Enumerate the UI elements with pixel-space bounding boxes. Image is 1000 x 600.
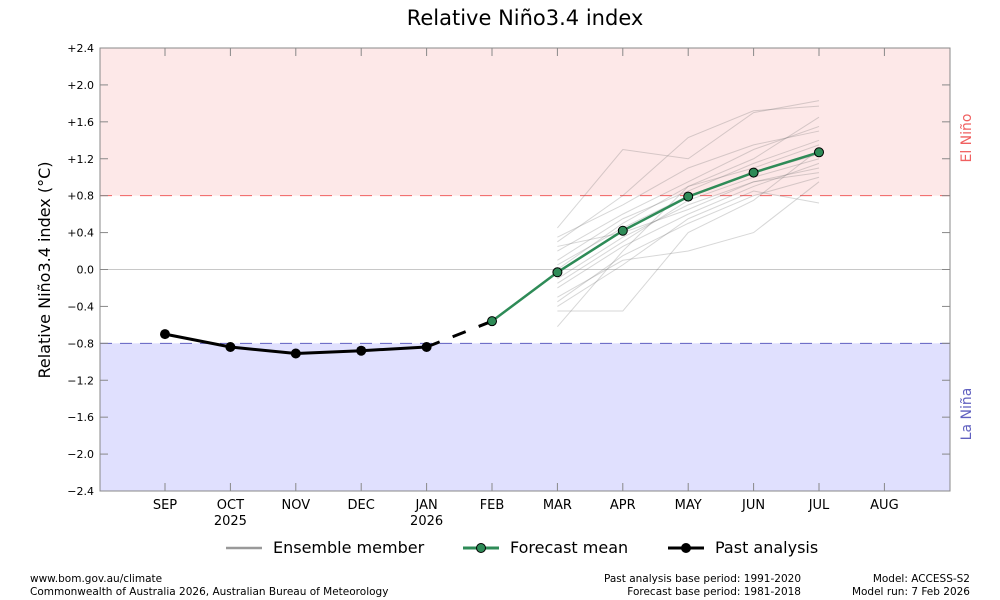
ensemble-member-line bbox=[557, 144, 820, 270]
past-analysis-point bbox=[225, 342, 236, 353]
forecast-mean-line bbox=[491, 151, 820, 323]
footer-url[interactable]: www.bom.gov.au/climate bbox=[30, 573, 163, 585]
y-tick-label: −1.6 bbox=[67, 411, 94, 424]
ensemble-member-line bbox=[557, 176, 820, 303]
x-tick-label: DEC bbox=[348, 498, 375, 513]
y-tick-label: +2.4 bbox=[67, 42, 94, 55]
y-axis-label: Relative Niño3.4 index (°C) bbox=[35, 162, 54, 379]
forecast-mean-point bbox=[748, 167, 759, 178]
legend-past-analysis-label: Past analysis bbox=[715, 538, 818, 557]
x-tick-label: FEB bbox=[480, 498, 505, 513]
footer-model-run: Model run: 7 Feb 2026 bbox=[851, 586, 970, 598]
y-tick-label: −2.0 bbox=[67, 448, 94, 461]
past-analysis-point bbox=[290, 348, 301, 359]
y-tick-label: −2.4 bbox=[67, 485, 94, 498]
footer-past-base: Past analysis base period: 1991-2020 bbox=[604, 573, 801, 585]
y-tick-label: +2.0 bbox=[67, 79, 94, 92]
chart-title: Relative Niño3.4 index bbox=[407, 6, 644, 30]
x-tick-label: JUL bbox=[808, 498, 830, 513]
ensemble-member-line bbox=[557, 125, 820, 252]
ensemble-member-line bbox=[557, 116, 820, 328]
la-nina-region bbox=[100, 343, 950, 491]
footer-model: Model: ACCESS-S2 Model run: 7 Feb 2026 bbox=[852, 573, 970, 599]
ensemble-member-line bbox=[557, 149, 820, 312]
x-tick-label: OCT bbox=[217, 498, 244, 513]
x-year-label: 2026 bbox=[410, 514, 443, 529]
past-forecast-connector bbox=[426, 319, 493, 349]
y-tick-label: +0.8 bbox=[67, 190, 94, 203]
legend-forecast-mean-marker bbox=[476, 543, 486, 553]
y-tick-label: −0.4 bbox=[67, 300, 94, 313]
legend-past-analysis-marker bbox=[681, 543, 691, 553]
x-tick-label: NOV bbox=[281, 498, 310, 513]
forecast-mean-point bbox=[814, 147, 824, 158]
el-nino-label: El Niño bbox=[959, 114, 975, 163]
past-analysis-point bbox=[421, 342, 432, 353]
x-tick-label: MAY bbox=[675, 498, 702, 513]
ensemble-member-line bbox=[557, 181, 820, 298]
x-tick-label: MAR bbox=[543, 498, 572, 513]
x-tick-label: APR bbox=[610, 498, 636, 513]
legend-ensemble-label: Ensemble member bbox=[273, 538, 425, 557]
x-year-label: 2025 bbox=[214, 514, 247, 529]
ensemble-member-line bbox=[557, 105, 820, 243]
y-tick-label: 0.0 bbox=[77, 264, 95, 277]
ensemble-member-line bbox=[557, 190, 820, 307]
ensemble-member-line bbox=[557, 167, 820, 280]
ensemble-member-line bbox=[557, 139, 820, 261]
legend-forecast-mean-label: Forecast mean bbox=[510, 538, 628, 557]
footer-forecast-base: Forecast base period: 1981-2018 bbox=[627, 586, 801, 598]
x-tick-label: AUG bbox=[870, 498, 898, 513]
el-nino-region bbox=[100, 48, 950, 196]
footer-model-name: Model: ACCESS-S2 bbox=[872, 573, 970, 585]
ensemble-member-line bbox=[557, 100, 820, 229]
footer-base-periods: Past analysis base period: 1991-2020 For… bbox=[604, 573, 801, 599]
footer-copyright: Commonwealth of Australia 2026, Australi… bbox=[30, 586, 389, 598]
ensemble-member-line bbox=[557, 130, 820, 238]
x-tick-label: SEP bbox=[153, 498, 177, 513]
y-tick-label: −0.8 bbox=[67, 337, 94, 350]
forecast-mean-point bbox=[487, 316, 497, 327]
past-analysis-point bbox=[160, 329, 170, 340]
y-tick-label: +1.6 bbox=[67, 116, 94, 129]
forecast-mean-point bbox=[617, 225, 628, 236]
x-tick-label: JAN bbox=[414, 498, 437, 513]
y-tick-label: +1.2 bbox=[67, 153, 94, 166]
past-analysis-point bbox=[356, 345, 367, 356]
ensemble-member-line bbox=[557, 162, 820, 289]
la-nina-label: La Niña bbox=[959, 388, 975, 441]
y-tick-label: −1.2 bbox=[67, 374, 94, 387]
ensemble-member-line bbox=[557, 172, 820, 247]
forecast-mean-point bbox=[552, 267, 563, 278]
x-tick-label: JUN bbox=[741, 498, 765, 513]
forecast-mean-point bbox=[683, 191, 694, 202]
y-tick-label: +0.4 bbox=[67, 227, 94, 240]
footer-left: www.bom.gov.au/climate Commonwealth of A… bbox=[30, 573, 388, 599]
